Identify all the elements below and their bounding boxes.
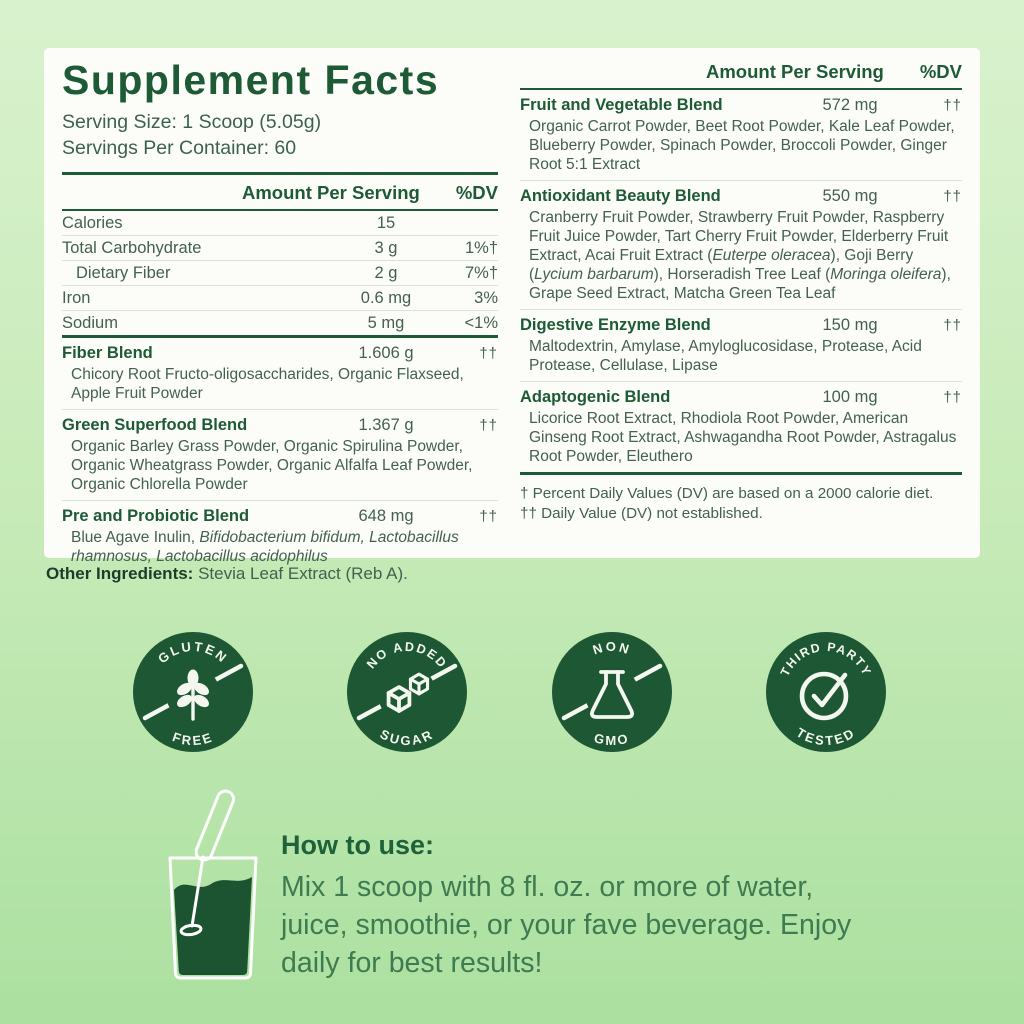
column-header-row: Amount Per Serving %DV [62, 175, 498, 211]
divider-thick [62, 171, 498, 175]
blend-ingredients: Organic Carrot Powder, Beet Root Powder,… [529, 118, 955, 173]
how-to-use-section: How to use: Mix 1 scoop with 8 fl. oz. o… [281, 830, 881, 982]
badge-non-gmo: NON GMO [552, 632, 672, 752]
footnote-daily-values: † Percent Daily Values (DV) are based on… [520, 485, 934, 502]
blend-ingredients: Cranberry Fruit Powder, Strawberry Fruit… [529, 209, 951, 302]
blend-digestive-enzyme: Digestive Enzyme Blend 150 mg †† Maltode… [520, 310, 962, 382]
how-to-use-body: Mix 1 scoop with 8 fl. oz. or more of wa… [281, 871, 852, 979]
nutrient-row-carbohydrate: Total Carbohydrate 3 g 1%† [62, 236, 498, 261]
glass-outline [168, 856, 258, 980]
badge-third-party-tested: THIRD PARTY TESTED [766, 632, 886, 752]
page-title: Supplement Facts [62, 57, 440, 103]
badge-bottom-text: SUGAR [378, 726, 434, 748]
glass-with-frother-illustration [168, 789, 258, 980]
flask-icon [590, 670, 634, 719]
svg-text:NON: NON [591, 639, 633, 657]
badge-no-added-sugar-graphic: NO ADDED SUGAR [347, 632, 467, 752]
svg-text:FREE: FREE [170, 729, 215, 748]
badge-bottom-text: GMO [592, 730, 629, 748]
nutrient-row-sodium: Sodium 5 mg <1% [62, 313, 498, 332]
nutrient-row-iron: Iron 0.6 mg 3% [62, 286, 498, 311]
badge-bottom-text: TESTED [794, 725, 856, 749]
blend-antioxidant-beauty: Antioxidant Beauty Blend 550 mg †† Cranb… [520, 181, 962, 310]
badge-gluten-free: GLUTEN FREE [133, 632, 253, 752]
svg-text:TESTED: TESTED [794, 725, 859, 749]
blend-ingredients: Maltodextrin, Amylase, Amyloglucosidase,… [529, 338, 922, 374]
amount-per-serving-header: Amount Per Serving [706, 61, 884, 82]
badge-gluten-free-graphic: GLUTEN FREE [133, 632, 253, 752]
other-ingredients-label: Other Ingredients: [46, 564, 194, 583]
nutrient-row-dietary-fiber: Dietary Fiber 2 g 7%† [62, 261, 498, 286]
blend-green-superfood: Green Superfood Blend 1.367 g †† Organic… [62, 410, 498, 501]
badge-bottom-text: FREE [170, 729, 213, 748]
facts-right-column: Amount Per Serving %DV Fruit and Vegetab… [520, 54, 962, 524]
frother-icon [179, 789, 235, 937]
svg-text:SUGAR: SUGAR [378, 726, 437, 748]
blend-ingredients: Organic Barley Grass Powder, Organic Spi… [71, 437, 473, 493]
column-header-row: Amount Per Serving %DV [520, 54, 962, 90]
servings-per-container: Servings Per Container: 60 [62, 136, 297, 159]
badge-third-party-tested-graphic: THIRD PARTY TESTED [766, 632, 886, 752]
wheat-icon [177, 669, 209, 721]
serving-size: Serving Size: 1 Scoop (5.05g) [62, 110, 322, 133]
facts-left-column: Supplement Facts Serving Size: 1 Scoop (… [62, 57, 498, 572]
badge-no-added-sugar: NO ADDED SUGAR [347, 632, 467, 752]
blend-pre-and-probiotic: Pre and Probiotic Blend 648 mg †† Blue A… [62, 506, 498, 565]
other-ingredients-value: Stevia Leaf Extract (Reb A). [193, 564, 408, 583]
blend-ingredients: Chicory Root Fructo-oligosaccharides, Or… [71, 365, 464, 402]
dv-header: %DV [919, 61, 962, 82]
svg-text:GMO: GMO [592, 730, 631, 748]
blend-ingredients: Blue Agave Inulin, Bifidobacterium bifid… [71, 528, 459, 565]
nutrient-row-calories: Calories 15 [62, 211, 498, 236]
amount-per-serving-header: Amount Per Serving [242, 181, 420, 203]
supplement-facts-panel: Supplement Facts Serving Size: 1 Scoop (… [44, 48, 980, 565]
blend-fruit-vegetable: Fruit and Vegetable Blend 572 mg †† Orga… [520, 90, 962, 181]
dv-header: %DV [455, 181, 498, 203]
badge-non-gmo-graphic: NON GMO [552, 632, 672, 752]
blend-adaptogenic: Adaptogenic Blend 100 mg †† Licorice Roo… [520, 388, 962, 465]
divider-thick [520, 472, 962, 475]
how-to-use-heading: How to use: [281, 830, 434, 860]
divider-thick [62, 334, 498, 338]
footnotes: † Percent Daily Values (DV) are based on… [520, 484, 962, 524]
check-circle-icon [799, 671, 849, 721]
blend-ingredients: Licorice Root Extract, Rhodiola Root Pow… [529, 410, 957, 465]
blend-fiber: Fiber Blend 1.606 g †† Chicory Root Fruc… [62, 338, 498, 410]
badge-top-text: NON [591, 639, 631, 657]
footnote-dv-not-established: †† Daily Value (DV) not established. [520, 505, 763, 523]
sugar-cubes-icon [386, 672, 430, 713]
green-drink [174, 877, 252, 975]
other-ingredients: Other Ingredients: Stevia Leaf Extract (… [46, 564, 408, 584]
